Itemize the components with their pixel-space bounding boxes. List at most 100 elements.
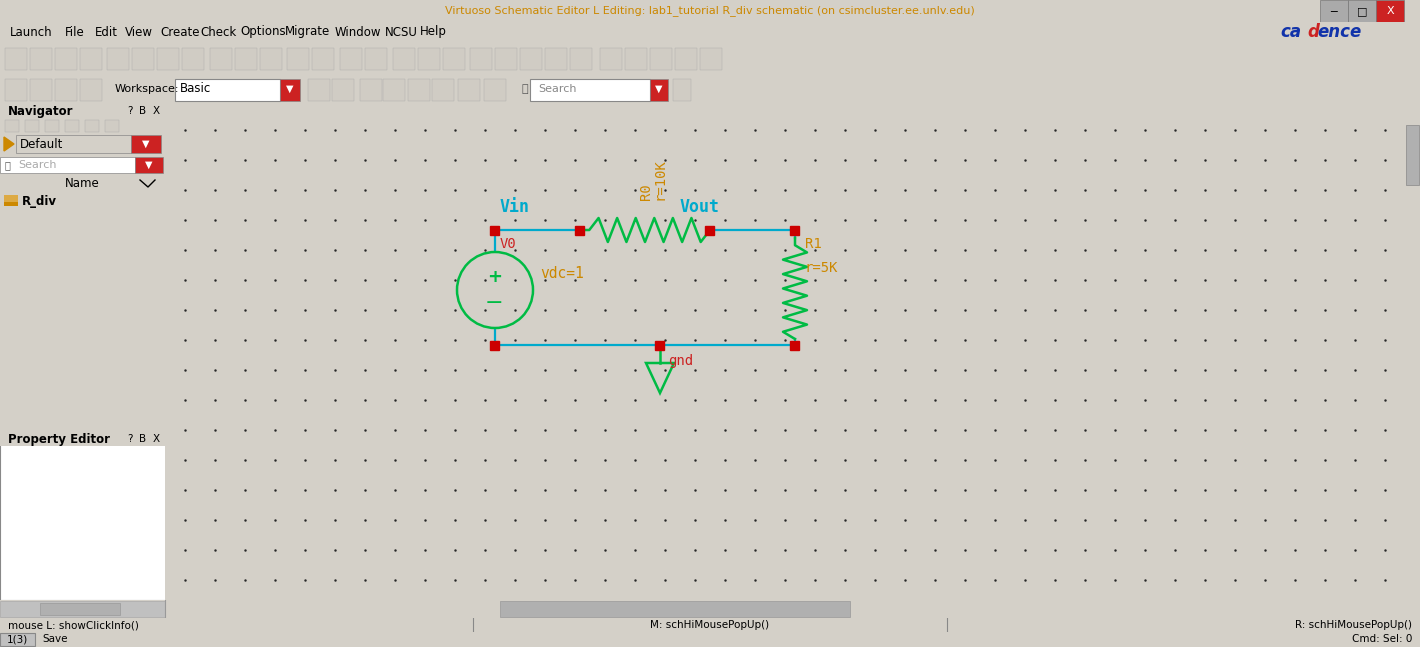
Bar [361,79,382,101]
Text: View: View [125,25,153,39]
Text: Check: Check [200,25,236,39]
Text: Basic: Basic [180,83,212,96]
Bar [601,48,622,70]
Bar [383,79,405,101]
Text: ─: ─ [1331,6,1338,16]
Bar [85,120,99,132]
Text: □: □ [1356,6,1367,16]
Text: Navigator: Navigator [9,105,74,118]
Bar [791,340,799,349]
Text: ▼: ▼ [142,139,149,149]
Text: R: schHiMousePopUp(): R: schHiMousePopUp() [1295,620,1411,630]
Bar [182,48,204,70]
Text: −: − [484,293,503,313]
Text: Virtuoso Schematic Editor L Editing: lab1_tutorial R_div schematic (on csimclust: Virtuoso Schematic Editor L Editing: lab… [444,6,976,16]
Bar [55,79,77,101]
Text: ence: ence [1316,23,1362,41]
Bar [569,48,592,70]
Text: Edit: Edit [95,25,118,39]
Polygon shape [4,137,14,151]
Bar [175,79,280,101]
Text: Property Editor: Property Editor [9,433,109,446]
Bar [234,48,257,70]
Text: r=5K: r=5K [805,261,838,275]
Bar [650,48,672,70]
Text: Create: Create [160,25,199,39]
Bar [135,157,163,173]
Text: Options: Options [240,25,285,39]
Text: Migrate: Migrate [285,25,331,39]
Bar [575,226,585,234]
Bar [80,79,102,101]
Text: File: File [65,25,85,39]
Bar [490,226,500,234]
Bar [625,48,648,70]
Bar [280,79,300,101]
Bar [30,79,53,101]
Text: Search: Search [18,160,57,170]
Bar [287,48,310,70]
Bar [673,79,692,101]
Bar [6,79,27,101]
Bar [443,48,464,70]
Text: ▼: ▼ [655,84,663,94]
Text: mouse L: showClickInfo(): mouse L: showClickInfo() [9,620,139,630]
Text: ca: ca [1279,23,1301,41]
Bar [40,603,121,615]
Bar [1406,125,1419,185]
Bar [706,226,714,234]
Bar [4,195,18,202]
Bar [1321,0,1348,22]
Text: ?: ? [128,435,132,444]
Text: Vout: Vout [680,198,720,216]
Bar [393,48,415,70]
Text: 🔍: 🔍 [6,160,11,170]
Text: r=10K: r=10K [653,158,667,200]
Bar [26,120,38,132]
Bar [520,48,542,70]
Text: X: X [152,435,159,444]
Bar [1348,0,1376,22]
Text: 🔍: 🔍 [523,84,528,94]
Bar [30,48,53,70]
Bar [459,79,480,101]
Bar [530,79,650,101]
Text: X: X [152,107,159,116]
Bar [4,195,18,206]
Text: 1(3): 1(3) [6,635,27,644]
Bar [158,48,179,70]
Bar [500,601,851,617]
Bar [308,79,329,101]
Text: Search: Search [538,84,577,94]
Text: ▼: ▼ [287,84,294,94]
Bar [545,48,567,70]
Bar [0,157,135,173]
Text: Name: Name [65,177,99,190]
Text: M: schHiMousePopUp(): M: schHiMousePopUp() [650,620,770,630]
Bar [432,79,454,101]
Bar [45,120,60,132]
Bar [106,48,129,70]
Text: Launch: Launch [10,25,53,39]
Bar [490,340,500,349]
Bar [650,79,667,101]
Bar [55,48,77,70]
Text: NCSU: NCSU [385,25,417,39]
Bar [80,48,102,70]
Text: vdc=1: vdc=1 [540,266,584,281]
Bar [6,48,27,70]
Bar [65,120,80,132]
Text: Vin: Vin [500,198,530,216]
Text: Save: Save [43,635,68,644]
Text: Help: Help [420,25,447,39]
Bar [132,48,153,70]
Text: V0: V0 [500,237,517,251]
Bar [365,48,388,70]
Bar [312,48,334,70]
Bar [332,79,354,101]
Bar [470,48,491,70]
Bar [700,48,721,70]
Text: R0: R0 [639,183,653,200]
Bar [674,48,697,70]
Bar [339,48,362,70]
